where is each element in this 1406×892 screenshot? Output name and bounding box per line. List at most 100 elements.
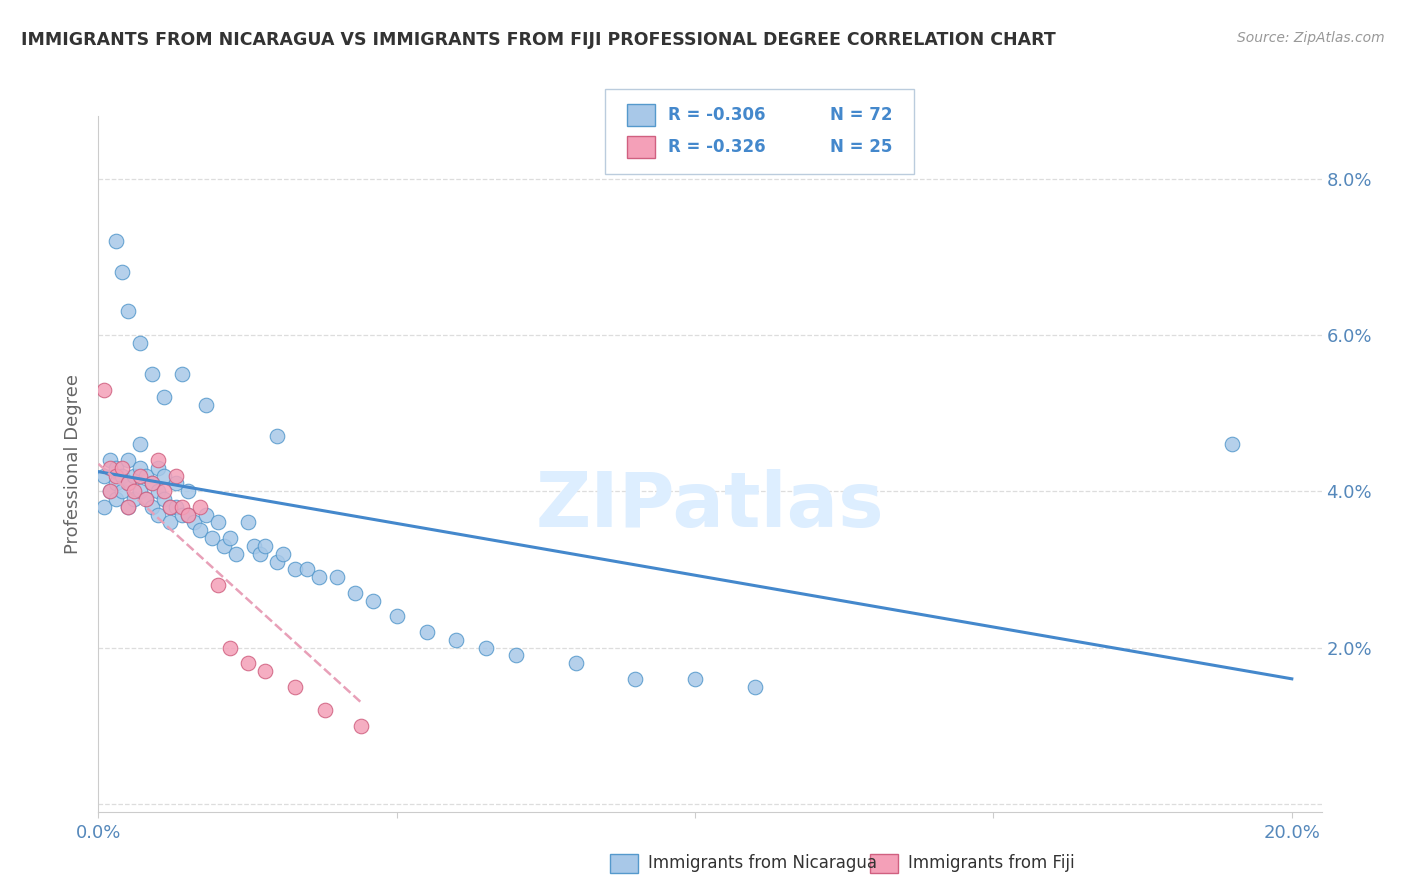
Point bbox=[201, 531, 224, 545]
Point bbox=[141, 476, 163, 491]
Point bbox=[165, 476, 187, 491]
Point bbox=[93, 383, 115, 397]
Text: IMMIGRANTS FROM NICARAGUA VS IMMIGRANTS FROM FIJI PROFESSIONAL DEGREE CORRELATIO: IMMIGRANTS FROM NICARAGUA VS IMMIGRANTS … bbox=[21, 31, 1056, 49]
Point bbox=[1220, 437, 1243, 451]
Point bbox=[111, 460, 134, 475]
Point bbox=[284, 680, 307, 694]
Point bbox=[218, 531, 240, 545]
Point bbox=[117, 453, 139, 467]
Point bbox=[117, 500, 139, 514]
Point bbox=[326, 570, 349, 584]
Text: ZIPatlas: ZIPatlas bbox=[536, 468, 884, 542]
Point bbox=[284, 562, 307, 576]
Text: Immigrants from Fiji: Immigrants from Fiji bbox=[908, 855, 1076, 872]
Point bbox=[98, 484, 121, 499]
Point bbox=[146, 453, 169, 467]
Point bbox=[308, 570, 330, 584]
Point bbox=[170, 508, 193, 522]
Point bbox=[98, 484, 121, 499]
Point bbox=[218, 640, 240, 655]
Point bbox=[98, 453, 121, 467]
Point bbox=[207, 578, 229, 592]
Point bbox=[170, 500, 193, 514]
Text: R = -0.326: R = -0.326 bbox=[668, 138, 765, 156]
Point bbox=[505, 648, 527, 663]
Point bbox=[415, 624, 437, 639]
Point bbox=[135, 491, 157, 506]
Text: N = 72: N = 72 bbox=[830, 106, 891, 124]
Point bbox=[236, 516, 259, 530]
Point bbox=[207, 516, 229, 530]
Text: Immigrants from Nicaragua: Immigrants from Nicaragua bbox=[648, 855, 877, 872]
Point bbox=[93, 500, 115, 514]
Point bbox=[122, 484, 145, 499]
Point bbox=[153, 391, 176, 405]
Point bbox=[446, 632, 468, 647]
Point bbox=[475, 640, 498, 655]
Point bbox=[159, 500, 181, 514]
Point bbox=[177, 508, 200, 522]
Point bbox=[122, 491, 145, 506]
Point bbox=[98, 460, 121, 475]
Point bbox=[93, 468, 115, 483]
Point bbox=[105, 460, 128, 475]
Point bbox=[117, 476, 139, 491]
Point bbox=[122, 468, 145, 483]
Point bbox=[135, 468, 157, 483]
Point bbox=[165, 500, 187, 514]
Point bbox=[153, 484, 176, 499]
Point bbox=[105, 234, 128, 248]
Point bbox=[105, 491, 128, 506]
Point bbox=[141, 500, 163, 514]
Point bbox=[177, 508, 200, 522]
Point bbox=[188, 523, 211, 537]
Point bbox=[177, 484, 200, 499]
Point bbox=[146, 460, 169, 475]
Point bbox=[146, 508, 169, 522]
Point bbox=[159, 500, 181, 514]
Point bbox=[624, 672, 647, 686]
Point bbox=[111, 484, 134, 499]
Point bbox=[165, 468, 187, 483]
Point bbox=[141, 367, 163, 381]
Point bbox=[117, 304, 139, 318]
Point bbox=[153, 491, 176, 506]
Point bbox=[135, 491, 157, 506]
Y-axis label: Professional Degree: Professional Degree bbox=[65, 374, 83, 554]
Point bbox=[565, 656, 588, 670]
Point bbox=[314, 703, 336, 717]
Point bbox=[105, 468, 128, 483]
Point bbox=[212, 539, 235, 553]
Text: N = 25: N = 25 bbox=[830, 138, 891, 156]
Point bbox=[194, 508, 217, 522]
Text: R = -0.306: R = -0.306 bbox=[668, 106, 765, 124]
Point bbox=[129, 484, 152, 499]
Point bbox=[111, 468, 134, 483]
Point bbox=[242, 539, 264, 553]
Point bbox=[254, 664, 277, 678]
Point bbox=[129, 437, 152, 451]
Point bbox=[297, 562, 319, 576]
Point bbox=[225, 547, 247, 561]
Point bbox=[117, 500, 139, 514]
Point bbox=[129, 335, 152, 350]
Point bbox=[236, 656, 259, 670]
Point bbox=[385, 609, 408, 624]
Point bbox=[266, 555, 288, 569]
Point bbox=[254, 539, 277, 553]
Point bbox=[188, 500, 211, 514]
Point bbox=[266, 429, 288, 443]
Point bbox=[153, 468, 176, 483]
Point bbox=[111, 265, 134, 279]
Point bbox=[170, 367, 193, 381]
Point bbox=[146, 484, 169, 499]
Point bbox=[350, 719, 373, 733]
Point bbox=[105, 476, 128, 491]
Point bbox=[343, 586, 366, 600]
Point bbox=[249, 547, 271, 561]
Point bbox=[183, 516, 205, 530]
Point bbox=[683, 672, 706, 686]
Text: Source: ZipAtlas.com: Source: ZipAtlas.com bbox=[1237, 31, 1385, 45]
Point bbox=[744, 680, 766, 694]
Point bbox=[129, 460, 152, 475]
